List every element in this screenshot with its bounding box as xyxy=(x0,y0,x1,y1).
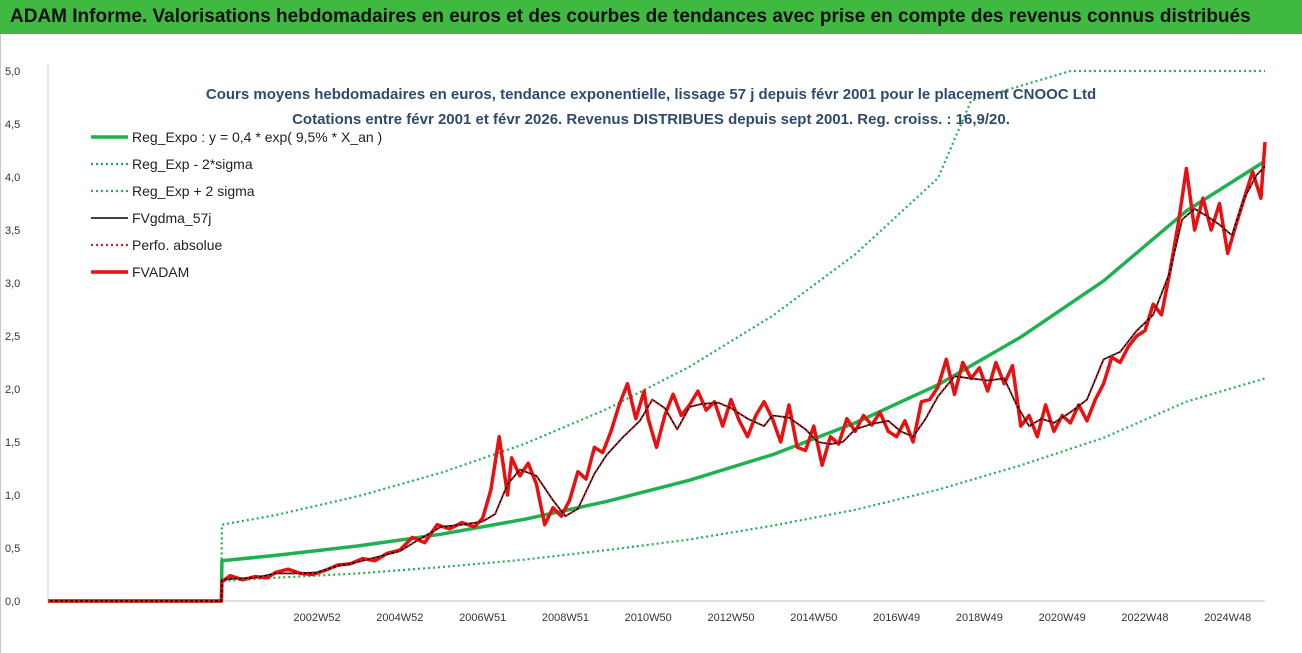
x-tick-label: 2018W49 xyxy=(956,612,1003,624)
legend: Reg_Expo : y = 0,4 * exp( 9,5% * X_an ) R… xyxy=(91,129,382,280)
x-tick-label: 2014W50 xyxy=(790,612,837,624)
x-tick-label: 2010W50 xyxy=(625,612,672,624)
y-tick-label: 2,5 xyxy=(5,331,20,343)
legend-label: Reg_Expo : y = 0,4 * exp( 9,5% * X_an ) xyxy=(132,129,382,145)
y-tick-label: 4,0 xyxy=(5,172,20,184)
y-tick-label: 0,0 xyxy=(5,596,20,608)
legend-label: FVgdma_57j xyxy=(132,210,211,226)
x-tick-label: 2002W52 xyxy=(294,612,341,624)
x-tick-label: 2006W51 xyxy=(459,612,506,624)
series-line-2 xyxy=(48,69,1265,603)
y-tick-label: 3,0 xyxy=(5,278,20,290)
y-tick-label: 1,5 xyxy=(5,437,20,449)
series-line-3 xyxy=(48,165,1266,602)
chart-title: Cours moyens hebdomadaires en euros, ten… xyxy=(205,86,1097,103)
series-layer xyxy=(48,69,1267,603)
legend-label: Perfo. absolue xyxy=(132,237,222,253)
y-tick-labels: 0,0 0,5 1,0 1,5 2,0 2,5 3,0 3,5 4,0 4,5 5,0 xyxy=(5,66,20,608)
legend-label: Reg_Exp + 2 sigma xyxy=(132,183,255,199)
x-tick-label: 2022W48 xyxy=(1121,612,1168,624)
series-line-0 xyxy=(48,159,1266,603)
y-tick-label: 3,5 xyxy=(5,225,20,237)
x-tick-label: 2008W51 xyxy=(542,612,589,624)
chart-subtitle: Cotations entre févr 2001 et févr 2026. … xyxy=(292,111,1010,128)
y-tick-label: 1,0 xyxy=(5,490,20,502)
y-tick-label: 5,0 xyxy=(5,66,20,78)
series-line-5 xyxy=(48,141,1267,603)
x-tick-label: 2016W49 xyxy=(873,612,920,624)
x-tick-label: 2020W49 xyxy=(1039,612,1086,624)
x-tick-label: 2004W52 xyxy=(376,612,423,624)
chart-frame: 0,0 0,5 1,0 1,5 2,0 2,5 3,0 3,5 4,0 4,5 5,0 2002W5… xyxy=(0,34,1302,653)
x-tick-label: 2024W48 xyxy=(1204,612,1251,624)
report-banner: ADAM Informe. Valorisations hebdomadaire… xyxy=(0,0,1302,34)
y-tick-label: 0,5 xyxy=(5,543,20,555)
series-line-4 xyxy=(48,165,1266,603)
legend-label: Reg_Exp - 2*sigma xyxy=(132,156,253,172)
y-tick-label: 2,0 xyxy=(5,384,20,396)
legend-label: FVADAM xyxy=(132,264,189,280)
chart-area: 0,0 0,5 1,0 1,5 2,0 2,5 3,0 3,5 4,0 4,5 5,0 2002W5… xyxy=(5,64,1267,624)
y-tick-label: 4,5 xyxy=(5,119,20,131)
x-tick-label: 2012W50 xyxy=(707,612,754,624)
x-tick-labels: 2002W52 2004W52 2006W51 2008W51 2010W50 2012W… xyxy=(294,612,1252,624)
